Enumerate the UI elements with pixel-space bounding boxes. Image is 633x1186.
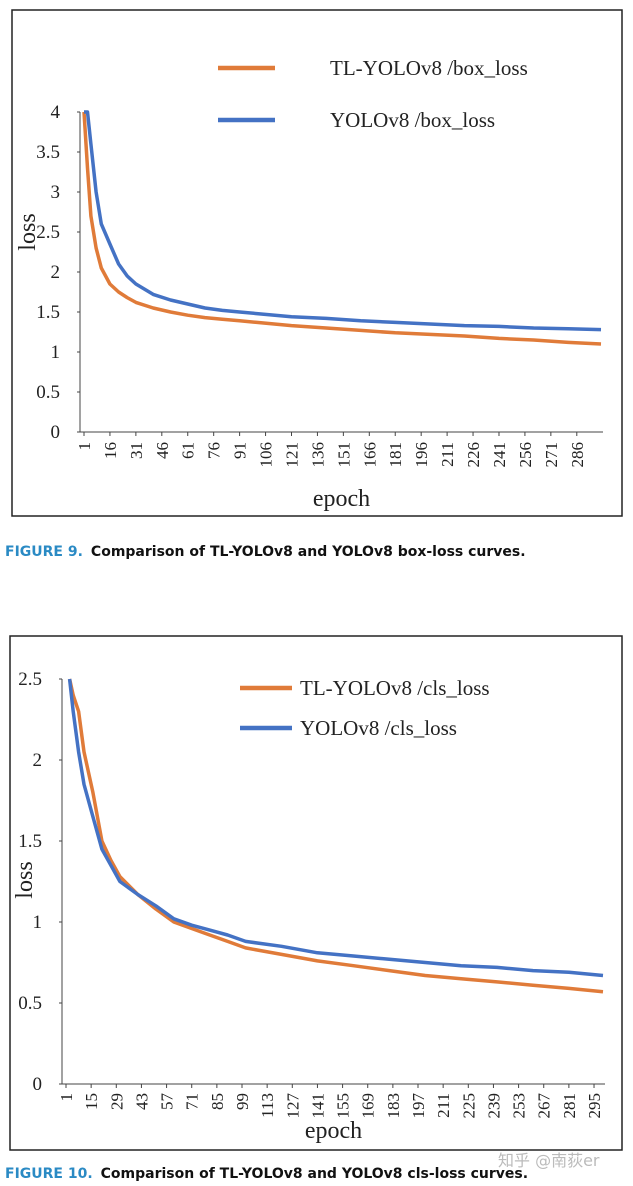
x-tick-label: 121 [282,442,301,468]
y-tick-label: 0 [51,422,61,443]
chart: 0 0.5 1 1.5 2 2.5 3 3.5 4 1 16 31 46 61 76 91 106 121 136 1… [5,9,623,560]
x-tick-label: 15 [82,1093,101,1110]
x-tick-label: 226 [464,442,483,468]
x-tick-label: 106 [257,442,276,468]
x-tick-label: 85 [208,1093,227,1110]
x-tick-label: 239 [484,1093,503,1119]
x-tick-label: 183 [384,1093,403,1119]
x-tick-label: 136 [308,442,327,468]
x-tick-label: 57 [158,1093,177,1111]
x-tick-label: 151 [334,442,353,468]
figure-frame [9,635,623,1151]
y-tick-label: 2 [51,262,61,283]
x-tick-label: 196 [412,442,431,468]
x-tick-label: 61 [179,442,198,459]
y-tick-label: 2.5 [18,669,42,690]
x-tick-label: 1 [75,442,94,451]
y-tick-label: 3 [51,182,61,203]
y-tick-label: 2 [33,750,43,771]
caption-text: Comparison of TL-YOLOv8 and YOLOv8 box-l… [91,544,526,560]
x-tick-label: 113 [258,1093,277,1118]
x-tick-label: 286 [568,442,587,468]
y-axis-title: loss [15,213,41,250]
x-tick-label: 99 [233,1093,252,1110]
x-tick-label: 76 [205,442,224,459]
series-line [67,678,604,978]
y-tick-label: 2.5 [36,222,60,243]
series-line [84,110,602,332]
x-tick-label: 91 [231,442,250,459]
x-tick-label: 181 [386,442,405,468]
x-tick-label: 16 [101,442,120,459]
x-tick-label: 141 [308,1093,327,1119]
x-tick-label: 211 [438,442,457,467]
y-tick-label: 4 [51,102,61,123]
legend-label: TL-YOLOv8 /cls_loss [300,676,490,700]
x-tick-label: 1 [57,1093,76,1102]
x-tick-label: 29 [107,1093,126,1110]
caption: FIGURE 9. Comparison of TL-YOLOv8 and YOL… [5,544,526,560]
x-tick-label: 169 [359,1093,378,1119]
legend-label: YOLOv8 /cls_loss [300,716,457,740]
x-tick-label: 71 [183,1093,202,1110]
x-axis-title: epoch [305,1118,362,1144]
chart: 0 0.5 1 1.5 2 2.5 1 15 29 43 57 71 85 99 113 127 141 155 1… [5,635,623,1182]
watermark: 知乎 @南荻er [498,1151,600,1170]
legend-label: YOLOv8 /box_loss [330,108,495,132]
figure-frame [11,9,623,517]
y-axis-title: loss [12,861,38,898]
x-tick-label: 127 [283,1093,302,1119]
x-tick-label: 295 [585,1093,604,1119]
x-tick-label: 166 [360,442,379,468]
x-tick-label: 43 [132,1093,151,1110]
x-tick-label: 271 [542,442,561,468]
caption-label: FIGURE 10. [5,1166,93,1182]
x-tick-label: 241 [490,442,509,468]
y-tick-label: 0.5 [18,993,42,1014]
series-line [82,111,602,346]
x-tick-label: 225 [459,1093,478,1119]
y-tick-label: 3.5 [36,142,60,163]
x-tick-label: 155 [334,1093,353,1119]
legend-label: TL-YOLOv8 /box_loss [330,56,528,80]
y-tick-label: 1 [33,912,43,933]
y-tick-label: 0.5 [36,382,60,403]
caption-label: FIGURE 9. [5,544,83,560]
x-tick-label: 46 [153,442,172,459]
y-tick-label: 0 [33,1074,43,1095]
x-tick-label: 197 [409,1093,428,1119]
x-tick-label: 31 [127,442,146,459]
y-tick-label: 1 [51,342,61,363]
x-axis-title: epoch [313,486,370,512]
y-tick-label: 1.5 [36,302,60,323]
caption: FIGURE 10. Comparison of TL-YOLOv8 and YO… [5,1166,528,1182]
x-tick-label: 267 [535,1093,554,1119]
y-tick-label: 1.5 [18,831,42,852]
series-line [67,678,604,994]
x-tick-label: 253 [510,1093,529,1119]
x-tick-label: 211 [434,1093,453,1118]
x-tick-label: 256 [516,442,535,468]
x-tick-label: 281 [560,1093,579,1119]
caption-text: Comparison of TL-YOLOv8 and YOLOv8 cls-l… [101,1166,528,1182]
